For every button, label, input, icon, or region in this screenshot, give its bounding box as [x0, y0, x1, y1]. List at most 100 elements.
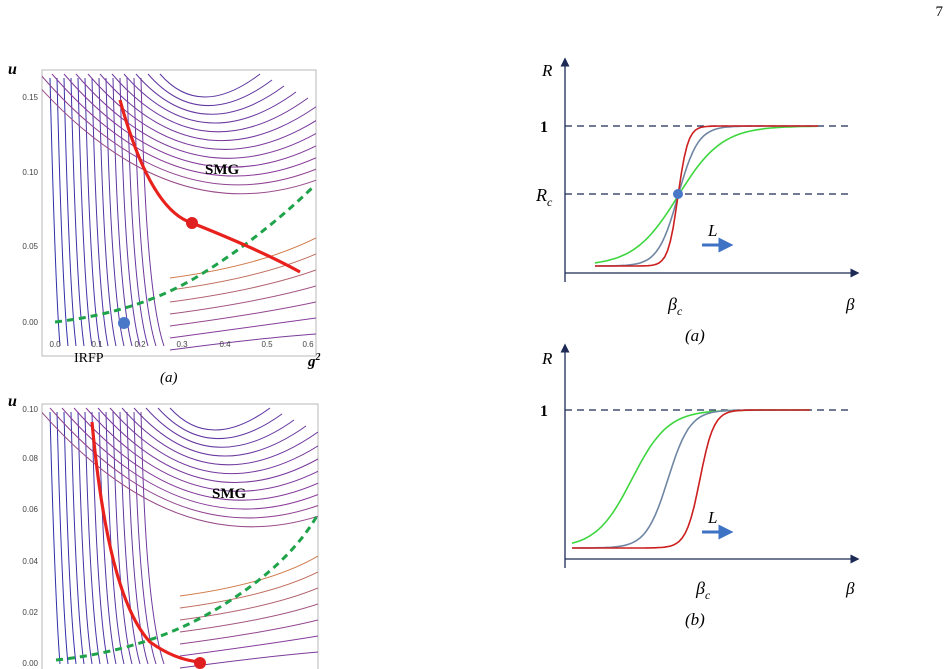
x-tick: 0.2 — [134, 340, 146, 349]
caption-a: (a) — [685, 326, 705, 345]
x-tick: 0.3 — [176, 340, 188, 349]
stream-line — [99, 73, 316, 142]
stream-line — [63, 73, 316, 168]
x-tick: 0.1 — [91, 340, 103, 349]
green-curve — [571, 409, 810, 544]
stream-line — [169, 301, 316, 327]
x-tick: 0.4 — [219, 340, 231, 349]
stream-line — [111, 73, 309, 133]
region-label: SMG — [205, 162, 240, 178]
L-label: L — [707, 221, 717, 240]
stream-line — [179, 603, 318, 633]
stream-lines — [42, 407, 318, 669]
red-separatrix-curve — [90, 421, 201, 664]
stream-line — [169, 333, 316, 351]
y-ticks: 0.00 0.02 0.04 0.06 0.08 0.10 — [22, 405, 38, 668]
stream-line — [91, 77, 109, 347]
x-tick: 0.5 — [261, 340, 273, 349]
stream-line — [147, 73, 273, 107]
stream-line — [140, 411, 165, 665]
stream-line — [133, 77, 157, 347]
stream-line — [179, 571, 318, 609]
stream-line — [51, 73, 316, 177]
y-tick: 0.02 — [22, 608, 38, 617]
stream-line — [77, 411, 93, 665]
caption-a: (a) — [160, 370, 178, 386]
green-curve — [594, 125, 819, 264]
stream-line — [56, 77, 69, 347]
sketch-b: R 1 L βc β (b) — [540, 343, 860, 629]
stream-line — [112, 411, 133, 665]
red-curve — [595, 125, 818, 267]
stream-plot-a: SMG u 0.00 0.05 0.10 0.15 0.0 0.1 0.2 0.… — [8, 61, 321, 386]
rc-label: Rc — [535, 185, 553, 209]
y-tick: 0.15 — [22, 93, 38, 102]
stream-line — [135, 73, 285, 115]
beta-c-label: βc — [695, 578, 711, 602]
stream-line — [169, 269, 316, 303]
region-label: SMG — [212, 486, 247, 502]
green-dashed-curve — [54, 186, 314, 324]
stream-line — [70, 77, 85, 347]
x-tick: 0.6 — [302, 340, 314, 349]
stream-line — [157, 407, 283, 440]
page-number: 7 — [935, 4, 944, 20]
stream-line — [42, 75, 316, 186]
y-tick: 0.10 — [22, 405, 38, 414]
x-axis-label: g2 — [307, 352, 321, 370]
L-label: L — [707, 508, 717, 527]
stream-line — [121, 407, 318, 466]
stream-plot-b: SMG u 0.00 0.02 0.04 0.06 0.08 0.10 — [8, 393, 319, 669]
grey-curve — [572, 409, 810, 549]
stream-line — [63, 411, 77, 665]
y-tick: 0.05 — [22, 242, 38, 251]
y-axis-label: R — [541, 61, 553, 80]
stream-line — [42, 411, 318, 528]
y-axis-label: u — [8, 61, 17, 78]
stream-line — [98, 411, 117, 665]
y-axis-label: u — [8, 393, 17, 410]
x-tick: 0.0 — [49, 340, 61, 349]
red-fixed-point — [194, 657, 206, 669]
stream-line — [87, 73, 316, 150]
plot-frame — [41, 403, 319, 669]
stream-line — [70, 411, 85, 665]
stream-line — [179, 555, 318, 597]
stream-line — [97, 407, 318, 483]
stream-line — [109, 407, 318, 475]
stream-line — [169, 237, 316, 279]
y-axis-label: R — [541, 349, 553, 368]
stream-line — [145, 407, 295, 448]
stream-line — [169, 285, 316, 315]
sketch-a: R 1 Rc L βc β (a) — [535, 57, 860, 345]
stream-line — [133, 407, 307, 457]
green-dashed-curve — [55, 513, 318, 662]
stream-line — [126, 77, 149, 347]
y-tick: 0.04 — [22, 557, 38, 566]
blue-fixed-point — [118, 317, 130, 329]
y-tick: 0.10 — [22, 168, 38, 177]
stream-line — [49, 411, 61, 665]
stream-line — [56, 411, 69, 665]
red-fixed-point — [186, 217, 198, 229]
beta-c-label: βc — [667, 294, 683, 318]
stream-line — [119, 411, 141, 665]
crossing-point — [673, 189, 683, 199]
stream-line — [140, 77, 165, 347]
stream-line — [85, 407, 318, 492]
stream-line — [75, 73, 316, 159]
y-tick: 0.06 — [22, 505, 38, 514]
stream-line — [123, 73, 297, 124]
y-tick: 0.00 — [22, 318, 38, 327]
stream-line — [119, 77, 141, 347]
stream-line — [63, 77, 77, 347]
stream-line — [98, 77, 117, 347]
x-axis-label: β — [845, 295, 855, 314]
stream-line — [42, 88, 316, 195]
y-tick: 0.08 — [22, 454, 38, 463]
stream-line — [77, 77, 93, 347]
stream-line — [61, 407, 318, 510]
x-ticks: 0.0 0.1 0.2 0.3 0.4 0.5 0.6 — [49, 340, 314, 349]
caption-b: (b) — [685, 610, 705, 629]
y-ticks: 0.00 0.05 0.10 0.15 — [22, 93, 38, 327]
